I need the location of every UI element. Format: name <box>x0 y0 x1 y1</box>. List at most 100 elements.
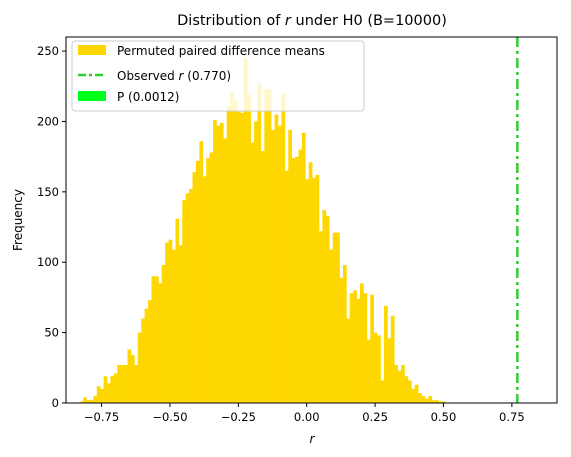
histogram-bar <box>243 58 248 403</box>
histogram-bar <box>230 91 234 404</box>
histogram-bar <box>298 149 303 403</box>
histogram-bar <box>219 122 224 403</box>
histogram-bar <box>332 232 337 403</box>
histogram-bar <box>223 138 228 403</box>
histogram-bar <box>383 305 388 403</box>
histogram-bar <box>171 249 176 403</box>
histogram-bar <box>360 283 364 403</box>
histogram-bar <box>134 364 139 403</box>
histogram-bar <box>110 376 115 403</box>
histogram-bar <box>257 83 262 403</box>
histogram-bar <box>363 293 368 403</box>
histogram-bar <box>213 120 217 404</box>
histogram-bar <box>319 231 323 403</box>
histogram-bar <box>295 156 299 403</box>
histogram-bar <box>195 160 200 403</box>
histogram-bar <box>144 308 149 403</box>
histogram-bar <box>93 395 98 403</box>
histogram-bar <box>168 239 173 403</box>
histogram-bar <box>366 339 371 403</box>
x-axis-ticks: −0.75 −0.50 −0.25 0.00 0.25 0.50 0.75 <box>84 403 525 424</box>
histogram-bar <box>260 151 265 403</box>
legend-box <box>71 40 365 112</box>
x-tick-label: 0.75 <box>499 410 525 424</box>
y-axis-label: Frequency <box>11 189 25 251</box>
histogram-bar <box>418 393 422 403</box>
histogram-bar <box>79 401 84 403</box>
histogram-bar <box>175 218 180 403</box>
histogram-bar <box>281 93 286 404</box>
histogram-bar <box>305 179 310 403</box>
histogram-bar <box>438 401 443 403</box>
histogram-bar <box>148 300 152 403</box>
histogram-bar <box>377 335 381 403</box>
histogram-bar <box>96 386 101 403</box>
histogram-bar <box>370 294 375 403</box>
chart-title-part-1: Distribution of <box>177 13 285 29</box>
legend: Permuted paired difference means Observe… <box>71 40 365 112</box>
plot-frame <box>65 36 558 404</box>
histogram-bar <box>349 293 354 403</box>
histogram-bar <box>247 94 251 403</box>
legend-label-p-value: P (0.0012) <box>117 90 179 104</box>
y-tick-label: 100 <box>37 255 59 269</box>
histogram-bar <box>206 158 210 403</box>
histogram-bar <box>271 129 275 403</box>
x-tick-label: −0.50 <box>152 410 187 424</box>
histogram-bar <box>240 113 245 403</box>
histogram-bar <box>202 176 207 403</box>
x-axis-label: r <box>310 432 316 446</box>
histogram-bar <box>291 158 296 403</box>
histogram-bar <box>394 364 398 403</box>
histogram-bar <box>414 384 419 403</box>
histogram-bar <box>425 398 429 403</box>
histogram-bar <box>182 200 186 403</box>
histogram-bar <box>130 355 135 403</box>
legend-label-observed: Observed r (0.770) <box>117 69 231 83</box>
legend-label-permuted: Permuted paired difference means <box>117 44 325 58</box>
histogram-bar <box>199 141 204 403</box>
histogram-bar <box>189 189 193 403</box>
histogram-bar <box>442 401 446 403</box>
y-tick-label: 200 <box>37 114 59 128</box>
histogram-bar <box>161 265 166 403</box>
histogram-bar <box>397 370 402 403</box>
histogram-bar <box>435 400 439 403</box>
histogram-bar <box>312 177 316 403</box>
histogram-bar <box>401 364 405 403</box>
histogram-bar <box>380 380 385 403</box>
histogram-bar <box>308 162 313 403</box>
histogram-bar <box>89 400 94 403</box>
x-tick-label: 0.50 <box>431 410 457 424</box>
histogram-bar <box>141 318 145 403</box>
histogram-bar <box>315 174 320 403</box>
y-tick-label: 0 <box>52 396 59 410</box>
histogram-bar <box>158 283 163 403</box>
histogram-bar <box>236 111 241 403</box>
histogram-bar <box>127 349 132 403</box>
histogram-bar <box>329 249 333 403</box>
histogram-bar <box>336 232 340 403</box>
histogram-bar <box>209 152 214 403</box>
histogram-bar <box>137 332 142 403</box>
legend-swatch-permuted <box>78 45 106 55</box>
histogram-bar <box>284 170 289 403</box>
histogram-bar <box>267 89 272 403</box>
histogram-bar <box>117 364 122 403</box>
y-tick-label: 250 <box>37 44 59 58</box>
histogram-bar <box>288 129 292 403</box>
histogram-bar <box>428 395 433 403</box>
x-tick-label: 0.25 <box>362 410 388 424</box>
histogram-bar <box>233 100 238 403</box>
histogram-bar <box>103 376 108 403</box>
histogram-bar <box>226 105 231 403</box>
histogram-bar <box>185 193 190 403</box>
histogram-bar <box>390 315 395 403</box>
histogram-bar <box>254 121 258 403</box>
histogram-bar <box>165 242 169 403</box>
histogram-bar <box>277 125 282 403</box>
x-tick-label: 0.00 <box>294 410 320 424</box>
y-axis-ticks: 0 50 100 150 200 250 <box>37 44 66 410</box>
x-tick-label: −0.75 <box>84 410 119 424</box>
histogram-bar <box>178 245 183 403</box>
